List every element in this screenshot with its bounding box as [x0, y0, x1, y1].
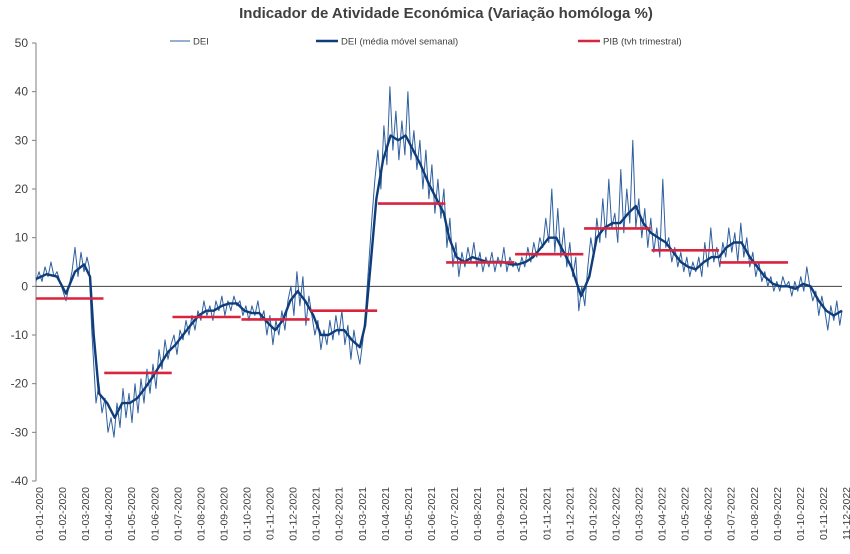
x-tick-label: 01-04-2020 [103, 487, 115, 541]
legend-label-pib: PIB (tvh trimestral) [603, 37, 682, 48]
chart-title: Indicador de Atividade Económica (Variaç… [239, 5, 653, 22]
y-tick-label: -10 [11, 328, 29, 342]
x-tick-label: 01-10-2020 [242, 487, 254, 541]
x-tick-label: 01-03-2022 [634, 487, 646, 541]
x-tick-label: 01-06-2022 [703, 487, 715, 541]
x-tick-label: 01-07-2021 [449, 487, 461, 541]
x-tick-label: 01-05-2021 [403, 487, 415, 541]
x-tick-label: 01-01-2022 [587, 487, 599, 541]
x-tick-label: 01-07-2022 [726, 487, 738, 541]
x-tick-label: 01-10-2022 [795, 487, 807, 541]
x-tick-label: 01-04-2022 [657, 487, 669, 541]
x-tick-label: 01-06-2020 [149, 487, 161, 541]
y-tick-label: 50 [15, 36, 29, 50]
x-tick-label: 01-11-2022 [818, 487, 830, 540]
x-tick-label: 01-09-2021 [495, 487, 507, 541]
x-tick-label: 01-10-2021 [518, 487, 530, 541]
y-tick-label: 40 [15, 85, 29, 99]
x-tick-label: 01-12-2021 [564, 487, 576, 541]
y-tick-label: -20 [11, 377, 29, 391]
x-tick-label: 01-02-2020 [57, 487, 69, 541]
y-tick-label: 0 [21, 279, 28, 293]
x-tick-label: 01-06-2021 [426, 487, 438, 541]
y-tick-label: -40 [11, 474, 29, 488]
x-tick-label: 01-02-2021 [334, 487, 346, 541]
x-tick-label: 01-03-2020 [80, 487, 92, 541]
series-line-dei [35, 86, 843, 438]
x-tick-label: 01-08-2020 [195, 487, 207, 541]
x-tick-label: 01-08-2021 [472, 487, 484, 541]
x-tick-label: 01-03-2021 [357, 487, 369, 541]
x-tick-label: 01-05-2020 [126, 487, 138, 541]
y-tick-label: -30 [11, 425, 29, 439]
x-tick-label: 01-01-2020 [34, 487, 46, 541]
x-tick-label: 01-04-2021 [380, 487, 392, 541]
x-tick-label: 11-12-2022 [841, 487, 850, 540]
y-tick-label: 10 [15, 231, 29, 245]
legend-label-dei: DEI [193, 37, 209, 48]
x-tick-label: 01-12-2020 [288, 487, 300, 541]
x-tick-label: 01-01-2021 [311, 487, 323, 541]
x-tick-label: 01-08-2022 [749, 487, 761, 541]
x-tick-label: 01-02-2022 [610, 487, 622, 541]
axes: -40 -30 -20 -10 0 10 20 30 40 50 01-01-2020 01-02-2… [11, 36, 850, 541]
x-tick-label: 01-05-2022 [680, 487, 692, 541]
plot-area [35, 86, 843, 438]
legend: DEI DEI (média móvel semanal) PIB (tvh tri… [170, 37, 682, 48]
x-tick-label: 01-07-2020 [172, 487, 184, 541]
y-tick-label: 20 [15, 182, 29, 196]
x-tick-label: 01-11-2021 [541, 487, 553, 540]
x-tick-label: 01-09-2022 [772, 487, 784, 541]
series-line-dei-moving-average [35, 134, 843, 419]
legend-label-dei_ma: DEI (média móvel semanal) [341, 37, 458, 48]
y-tick-label: 30 [15, 133, 29, 147]
x-tick-label: 01-09-2020 [219, 487, 231, 541]
x-tick-label: 01-11-2020 [265, 487, 277, 540]
